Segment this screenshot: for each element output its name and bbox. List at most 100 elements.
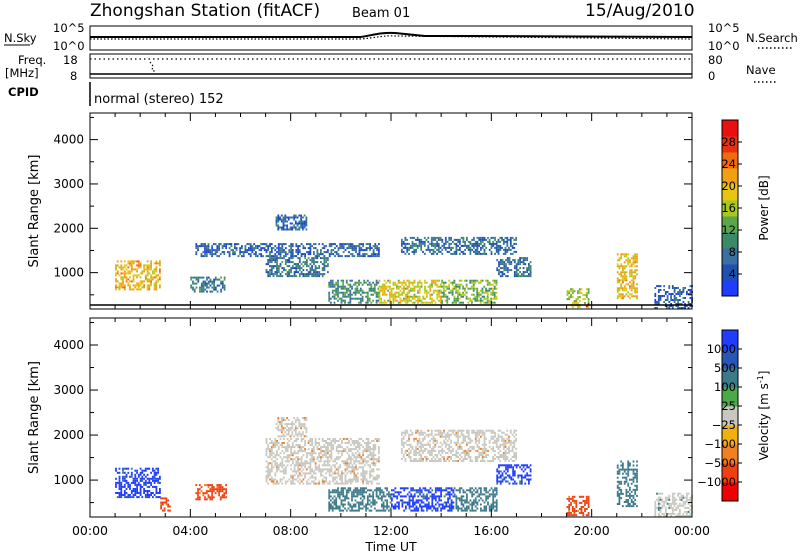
velocity-colorbar-tick-4: −25 — [712, 418, 736, 432]
power-echo-region-12 — [616, 253, 638, 300]
velocity-colorbar-label: Velocity [m s-1] — [756, 371, 771, 461]
power-ytick-label-0: 1000 — [53, 266, 84, 280]
power-echo-region-4 — [275, 214, 308, 231]
velocity-echo-region-7 — [453, 487, 498, 512]
power-colorbar: 4 8 12 16 20 24 28 Power [dB] — [721, 119, 771, 297]
velocity-echo-region-8 — [401, 429, 517, 462]
velocity-echo-region-11 — [616, 460, 638, 508]
nsky-tick-top: 10^5 — [53, 21, 85, 35]
nsearch-label: N.Search — [746, 31, 798, 45]
beam-title: Beam 01 — [352, 6, 410, 21]
velocity-ytick-label-1: 2000 — [53, 428, 84, 442]
power-echo-region-7 — [441, 279, 498, 304]
power-colorbar-segment-9 — [722, 136, 738, 153]
velocity-colorbar-tick-0: 1000 — [707, 342, 736, 356]
power-echo-region-5 — [328, 279, 380, 304]
velocity-echo-region-6 — [391, 487, 455, 512]
nave-tick-top: 80 — [708, 53, 723, 67]
velocity-colorbar-tick-5: −100 — [704, 437, 736, 451]
nsearch-tick-top: 10^5 — [708, 21, 740, 35]
power-colorbar-segment-0 — [722, 280, 738, 297]
velocity-echo-region-9 — [496, 464, 532, 485]
velocity-echo-region-12 — [654, 492, 693, 517]
time-tick-4: 16:00 — [473, 523, 509, 538]
velocity-echo-region-10 — [566, 495, 590, 517]
time-tick-1: 04:00 — [172, 523, 208, 538]
time-tick-3: 12:00 — [373, 523, 409, 538]
freq-tick-top: 18 — [63, 53, 78, 67]
velocity-colorbar-segment-1 — [722, 463, 738, 483]
velocity-colorbar-tick-6: −500 — [704, 456, 736, 470]
power-echo-region-13 — [654, 285, 693, 309]
power-panel: 1000 2000 3000 4000 Slant Range [km] — [27, 112, 693, 310]
velocity-colorbar-segment-8 — [722, 330, 738, 350]
cpid-value: normal (stereo) 152 — [94, 92, 224, 107]
velocity-colorbar-frame — [721, 329, 739, 502]
power-colorbar-label: Power [dB] — [757, 175, 771, 240]
velocity-colorbar-tick-1: 500 — [714, 361, 736, 375]
velocity-echo-region-1 — [160, 497, 171, 512]
velocity-colorbar-segment-2 — [722, 444, 738, 464]
power-colorbar-tick-4: 20 — [721, 179, 736, 193]
nave-dip — [149, 61, 157, 73]
power-colorbar-segment-7 — [722, 168, 738, 185]
power-panel-frame — [89, 112, 693, 310]
nsky-tick-bottom: 10^0 — [53, 39, 85, 53]
power-colorbar-segment-8 — [722, 152, 738, 169]
velocity-echo-region-5 — [328, 487, 392, 512]
power-echo-region-3 — [265, 257, 329, 278]
velocity-colorbar-segment-5 — [722, 387, 738, 407]
power-colorbar-tick-1: 8 — [729, 245, 736, 259]
time-tick-6: 00:00 — [674, 523, 710, 538]
velocity-echo-region-2 — [195, 484, 227, 501]
power-colorbar-segment-2 — [722, 248, 738, 265]
power-colorbar-segment-4 — [722, 216, 738, 233]
date-title: 15/Aug/2010 — [585, 1, 695, 21]
power-colorbar-segment-10 — [722, 120, 738, 137]
power-echo-region-11 — [585, 303, 590, 307]
power-echo-region-6 — [378, 279, 442, 304]
velocity-panel: 1000 2000 3000 4000 Slant Range [km] — [27, 317, 693, 518]
velocity-colorbar-segment-0 — [722, 482, 738, 502]
velocity-echo-region-0 — [115, 467, 161, 499]
time-tick-0: 00:00 — [72, 523, 108, 538]
velocity-ytick-label-0: 1000 — [53, 473, 84, 487]
power-echo-region-8 — [401, 236, 517, 255]
power-colorbar-segment-3 — [722, 232, 738, 249]
velocity-colorbar-segment-7 — [722, 349, 738, 369]
power-colorbar-tick-2: 12 — [721, 223, 736, 237]
velocity-panel-frame — [89, 317, 693, 518]
time-axis-label: Time UT — [364, 539, 417, 554]
nsearch-tick-bottom: 10^0 — [708, 39, 740, 53]
velocity-colorbar-segment-3 — [722, 425, 738, 445]
nsky-label: N.Sky — [4, 31, 37, 45]
power-ytick-label-2: 3000 — [53, 177, 84, 191]
power-ytick-label-3: 4000 — [53, 133, 84, 147]
velocity-echo-region-4 — [275, 417, 308, 438]
velocity-colorbar-tick-3: 25 — [721, 399, 736, 413]
velocity-ylabel: Slant Range [km] — [27, 361, 42, 474]
freq-tick-bottom: 8 — [70, 69, 77, 83]
power-echo-region-9 — [496, 257, 532, 278]
velocity-colorbar: 1000 500 100 25 −25 −100 −500 −1000 Velocity [m … — [697, 329, 771, 502]
power-echo-region-0 — [115, 260, 161, 291]
power-colorbar-tick-0: 4 — [729, 267, 736, 281]
power-echo-region-2 — [195, 243, 380, 258]
time-tick-5: 20:00 — [574, 523, 610, 538]
power-colorbar-tick-3: 16 — [721, 201, 736, 215]
nsky-trace — [90, 31, 693, 38]
velocity-ytick-label-3: 4000 — [53, 338, 84, 352]
freq-unit: [MHz] — [5, 66, 39, 80]
velocity-echo-region-3 — [265, 438, 380, 485]
power-colorbar-segment-1 — [722, 264, 738, 281]
power-echo-region-1 — [190, 276, 226, 293]
cpid-label: CPID — [8, 85, 39, 99]
velocity-ytick-label-2: 3000 — [53, 383, 84, 397]
power-colorbar-tick-6: 28 — [721, 135, 736, 149]
velocity-colorbar-segment-6 — [722, 368, 738, 388]
velocity-colorbar-segment-4 — [722, 406, 738, 426]
velocity-colorbar-tick-7: −1000 — [697, 475, 736, 489]
power-ylabel: Slant Range [km] — [27, 155, 42, 268]
nsearch-trace — [90, 35, 693, 40]
